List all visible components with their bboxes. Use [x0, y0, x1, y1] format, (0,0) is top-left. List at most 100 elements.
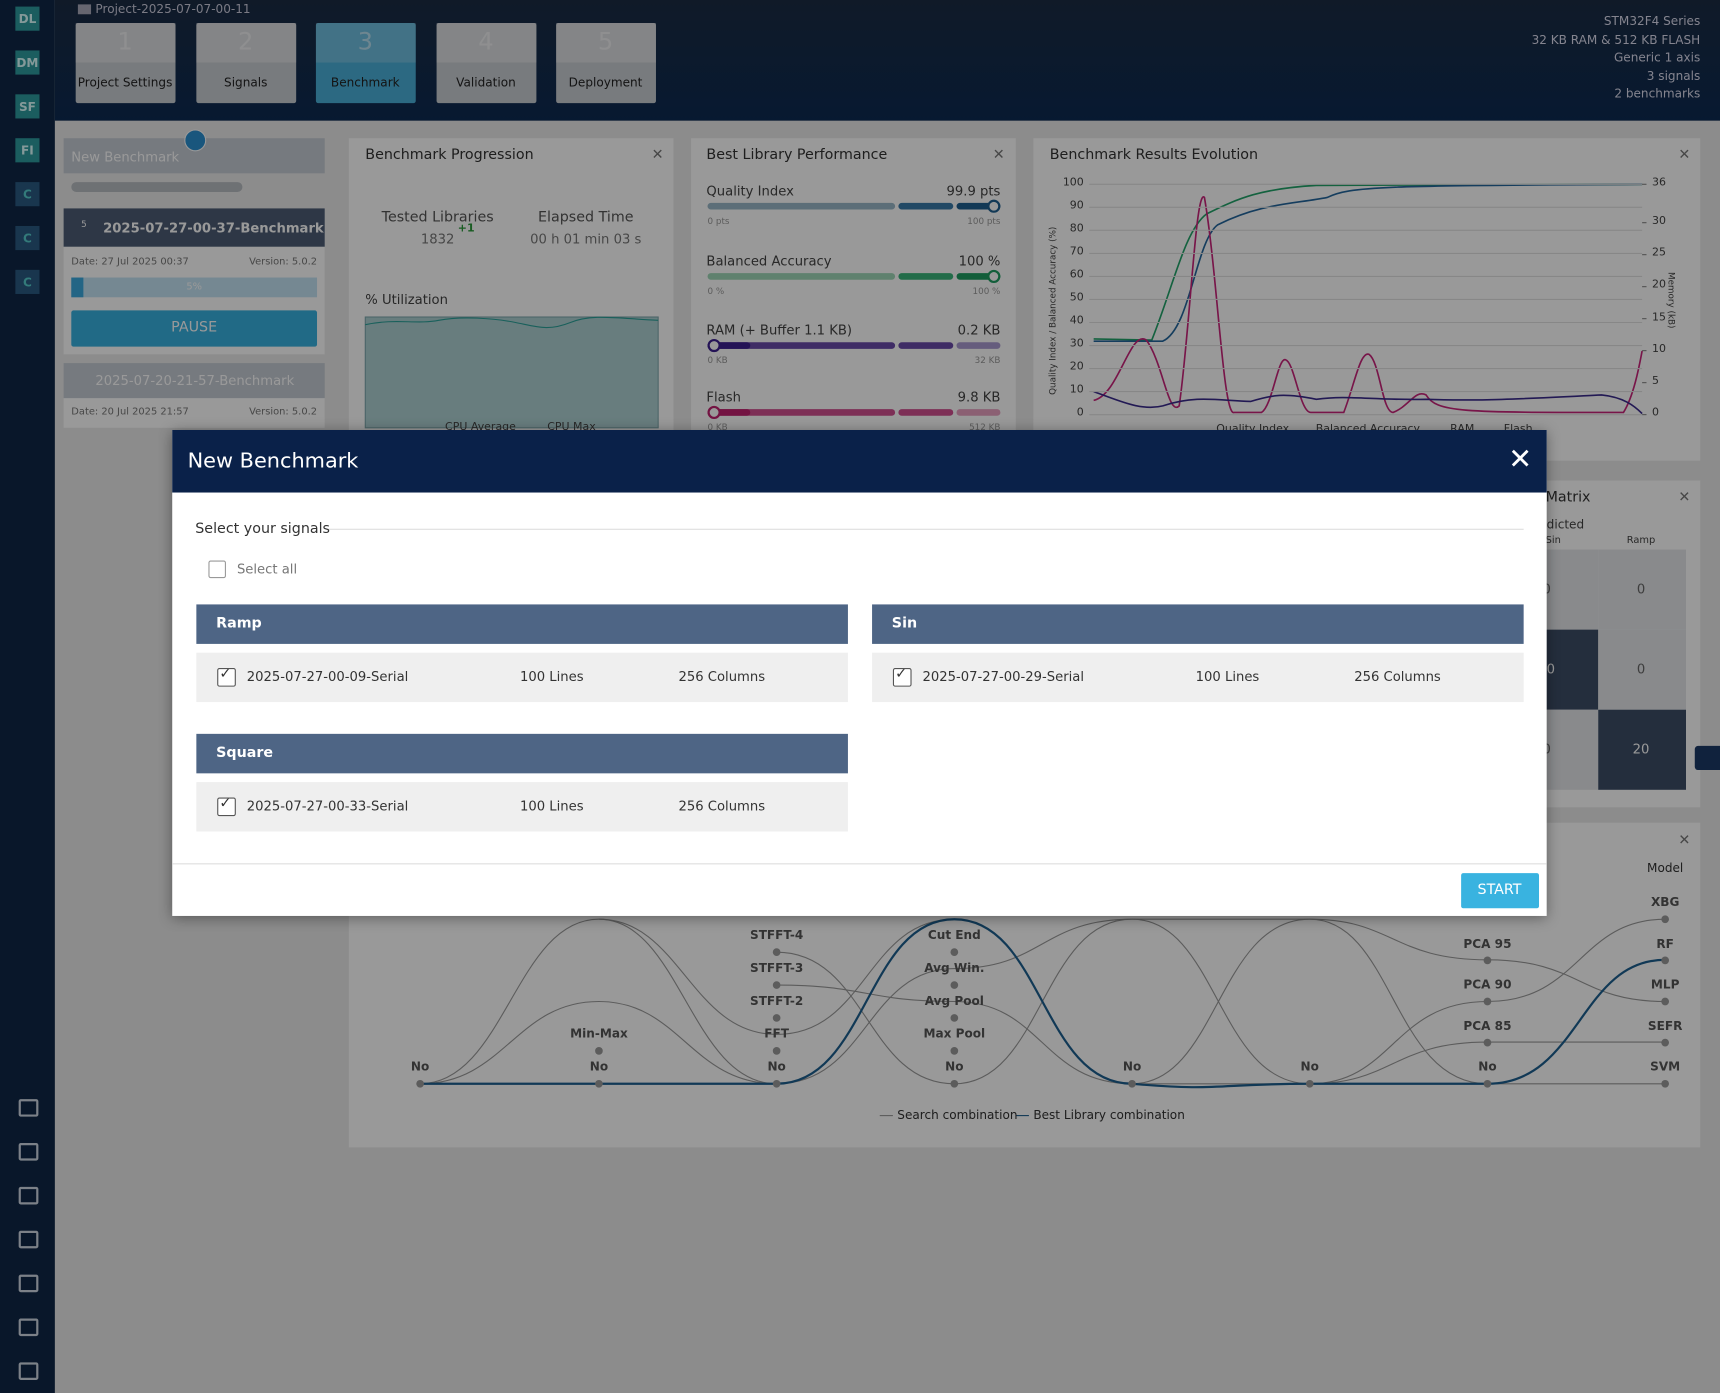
node [950, 1079, 959, 1088]
sidebar-icon[interactable] [18, 1274, 39, 1293]
metric-value: 100 % [958, 253, 1001, 269]
file-columns: 256 Columns [678, 669, 766, 685]
sidebar-icon[interactable] [18, 1099, 39, 1117]
panel-title: Benchmark Progression [365, 146, 534, 164]
step-card[interactable] [75, 23, 176, 104]
progress-track [71, 277, 318, 298]
node-label: No [589, 1059, 609, 1074]
step-number: 1 [117, 28, 133, 56]
y2-tick-label: 0 [1651, 406, 1659, 420]
metric-handle [707, 338, 721, 353]
step-card[interactable] [196, 23, 297, 104]
metric-bar [707, 409, 751, 416]
tile-label: DL [18, 12, 37, 27]
stat-delta: +1 [457, 222, 475, 235]
sidebar-icon[interactable] [18, 1143, 39, 1161]
pause-button[interactable] [71, 310, 318, 347]
sidebar-icon[interactable] [18, 1362, 39, 1380]
stat-label: Tested Libraries [381, 209, 494, 226]
check-icon: ✓ [895, 665, 908, 683]
node-label: PCA 90 [1463, 977, 1512, 992]
sidebar-tile[interactable] [15, 94, 40, 119]
utilization-area [364, 316, 659, 429]
add-button[interactable] [184, 129, 207, 152]
node [772, 948, 781, 956]
file-row [872, 652, 1524, 703]
sidebar-tile[interactable] [15, 182, 40, 207]
board-info: STM32F4 Series [1603, 14, 1701, 29]
step-number: 4 [478, 28, 494, 56]
file-lines: 100 Lines [1195, 669, 1260, 685]
matrix-cell [1598, 629, 1686, 710]
y2-tick-label: 25 [1651, 246, 1666, 260]
group-name: Square [216, 744, 274, 762]
group-name: Ramp [216, 615, 262, 632]
metric-bar [707, 342, 751, 349]
node-label: No [767, 1059, 786, 1074]
y-tick-label: 20 [1069, 360, 1084, 373]
metric-name: Balanced Accuracy [706, 253, 832, 269]
file-lines: 100 Lines [519, 669, 584, 685]
benchmark-name: 2025-07-20-21-57-Benchmark [95, 372, 295, 389]
check-icon: ✓ [219, 665, 232, 683]
close-button[interactable]: ✕ [1508, 443, 1533, 477]
close-icon[interactable]: ✕ [1678, 146, 1691, 164]
done-benchmark-card[interactable] [63, 363, 325, 399]
close-icon[interactable]: ✕ [1678, 832, 1691, 850]
metric-min: 0 pts [707, 216, 730, 226]
current-benchmark-card[interactable] [63, 208, 325, 247]
close-icon[interactable]: ✕ [992, 146, 1005, 164]
node [772, 981, 781, 989]
step-card[interactable] [436, 23, 537, 104]
step-card[interactable] [315, 23, 416, 104]
file-checkbox[interactable] [217, 668, 236, 687]
file-checkbox[interactable] [892, 668, 912, 687]
done-benchmark-body [63, 398, 325, 428]
sidebar-icon[interactable] [18, 1186, 39, 1205]
step-number: 5 [597, 28, 614, 56]
group-name: Sin [891, 615, 918, 632]
sidebar-tile[interactable] [15, 225, 40, 251]
metric-bar [956, 409, 1001, 416]
expand-button[interactable] [1694, 745, 1720, 771]
utilization-line [365, 316, 659, 329]
metric-bar [707, 342, 896, 349]
stat-label: Elapsed Time [538, 209, 634, 226]
sidebar-tile[interactable] [15, 138, 40, 163]
node [772, 1079, 781, 1088]
panel-title: Benchmark Results Evolution [1049, 146, 1259, 164]
panel-title: Matrix [1545, 489, 1591, 506]
best-curve [420, 918, 1666, 1089]
file-columns: 256 Columns [678, 798, 766, 814]
group-header [196, 733, 848, 774]
progress-placeholder [71, 182, 243, 192]
node [950, 948, 959, 956]
node [950, 1014, 959, 1022]
tile-label: FI [21, 143, 34, 158]
y2-tick-label: 5 [1651, 374, 1659, 388]
sidebar-tile[interactable] [15, 50, 40, 75]
sidebar-icon[interactable] [18, 1318, 39, 1337]
progress-label: 5% [186, 281, 202, 293]
node-label: No [1478, 1059, 1497, 1074]
start-button[interactable] [1461, 873, 1540, 909]
y2-tick-label: 15 [1651, 310, 1666, 324]
benchmark-version: Version: 5.0.2 [249, 256, 318, 268]
sidebar-icon[interactable] [18, 1230, 39, 1249]
performance-panel [691, 138, 1016, 457]
metric-value: 9.8 KB [957, 389, 1001, 405]
check-icon: ✓ [219, 795, 232, 812]
sidebar-tile[interactable] [15, 269, 40, 294]
metric-max: 100 % [972, 286, 1001, 297]
checkbox[interactable] [208, 560, 226, 579]
sidebar-tile[interactable] [15, 6, 40, 31]
step-card[interactable] [556, 23, 656, 104]
node-label: STFFT-3 [749, 960, 804, 976]
close-icon[interactable]: ✕ [1678, 489, 1691, 506]
step-top [196, 23, 297, 63]
matrix-column: Ramp [1626, 535, 1656, 547]
file-checkbox[interactable] [217, 797, 236, 817]
tile-label: SF [18, 99, 36, 115]
close-icon[interactable]: ✕ [651, 146, 664, 164]
